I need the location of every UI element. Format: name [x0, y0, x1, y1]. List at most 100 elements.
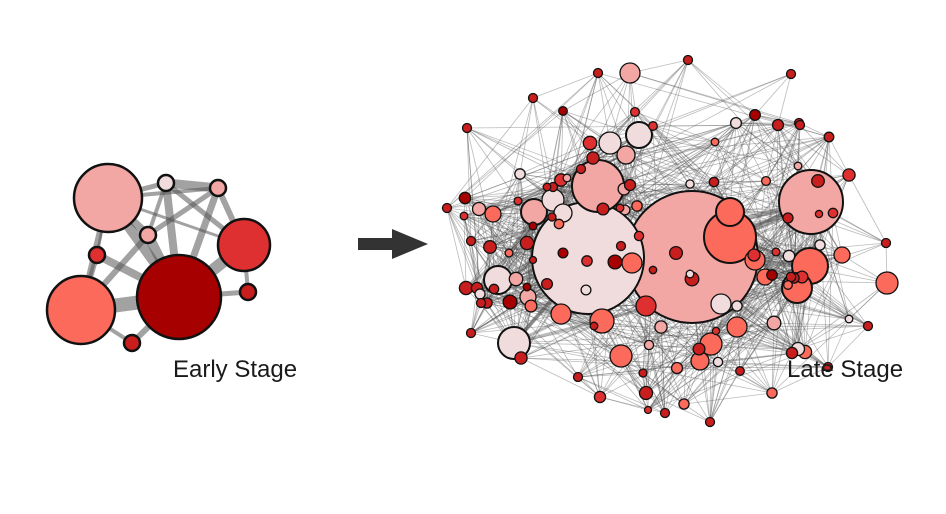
network-edge [676, 367, 741, 372]
network-edge [513, 342, 799, 350]
network-node [459, 211, 469, 221]
network-edge [486, 286, 528, 304]
network-node [747, 248, 761, 262]
early-stage-label: Early Stage [173, 356, 297, 383]
network-edge [577, 352, 793, 378]
network-edge [470, 288, 495, 334]
network-edge [636, 114, 756, 207]
network-node [880, 237, 892, 249]
network-edge [714, 141, 767, 182]
network-node [766, 269, 778, 281]
network-edge [709, 326, 738, 423]
network-node [635, 295, 657, 317]
network-node [580, 284, 592, 296]
network-node [710, 293, 732, 315]
network-edge [647, 367, 678, 411]
network-edge [625, 122, 737, 156]
network-edge [599, 396, 649, 411]
network-edge [647, 360, 701, 411]
network-edge [739, 322, 775, 372]
network-edge [687, 59, 756, 116]
network-node [668, 245, 684, 261]
network-edge [463, 215, 467, 289]
network-edge [735, 122, 779, 126]
network-edge [464, 186, 554, 199]
network-node [238, 282, 258, 302]
network-node [524, 299, 538, 313]
network-edge [642, 305, 647, 374]
network-node [542, 182, 552, 192]
network-edge [709, 274, 773, 423]
network-node [589, 321, 599, 331]
network-edge [771, 366, 829, 394]
network-node [708, 176, 720, 188]
network-edge [513, 342, 678, 369]
network-edge [466, 127, 519, 202]
network-edge [660, 325, 869, 328]
network-edge [736, 326, 829, 368]
network-node [625, 121, 653, 149]
network-edge [709, 276, 766, 423]
network-edge [478, 208, 510, 254]
network-edge [620, 348, 700, 357]
network-node [814, 239, 826, 251]
network-edge [699, 360, 773, 394]
network-edge [676, 367, 711, 423]
transition-arrow [358, 229, 428, 259]
network-node [572, 371, 584, 383]
network-edge [754, 259, 775, 324]
network-node [528, 255, 538, 265]
network-node [875, 271, 899, 295]
network-node [822, 361, 834, 373]
network-node [682, 54, 694, 66]
network-edge [593, 325, 700, 350]
network-edge [625, 154, 887, 244]
network-edge [791, 282, 888, 354]
network-edge [629, 72, 801, 126]
network-node [782, 249, 796, 263]
network-edge [764, 276, 793, 354]
network-edge [709, 370, 741, 423]
network-node [484, 205, 502, 223]
network-edge [465, 225, 534, 289]
network-edge [660, 326, 717, 332]
network-edge [715, 330, 793, 354]
network-edge [532, 97, 591, 144]
network-node [592, 67, 604, 79]
network-edge [446, 157, 594, 209]
network-node [458, 191, 472, 205]
network-node [712, 356, 724, 368]
network-edge [773, 322, 869, 327]
network-edge [562, 110, 582, 170]
network-edge [709, 361, 719, 423]
network-edge [754, 73, 792, 116]
network-edge [709, 343, 712, 423]
network-edge [652, 125, 716, 143]
network-edge [478, 208, 517, 280]
network-edge [492, 213, 517, 280]
network-edge [648, 326, 738, 346]
network-edge [470, 240, 528, 244]
network-edge [683, 392, 773, 405]
network-edge [799, 124, 850, 176]
network-edge [710, 343, 793, 354]
network-edge [717, 322, 775, 363]
network-edge [827, 318, 850, 368]
network-node [519, 235, 535, 251]
network-edge [520, 357, 601, 398]
network-node [558, 106, 568, 116]
network-node [648, 265, 658, 275]
network-node [814, 209, 824, 219]
network-node [514, 168, 526, 180]
network-edge [509, 301, 647, 394]
network-edge [520, 357, 678, 369]
network-edge [664, 276, 792, 414]
network-node [502, 294, 518, 310]
network-edge [470, 296, 529, 334]
network-edge [513, 342, 773, 394]
network-node [488, 283, 500, 295]
network-node [760, 175, 772, 187]
network-edge [466, 124, 779, 129]
network-edge [645, 344, 650, 394]
network-edge [577, 372, 644, 378]
